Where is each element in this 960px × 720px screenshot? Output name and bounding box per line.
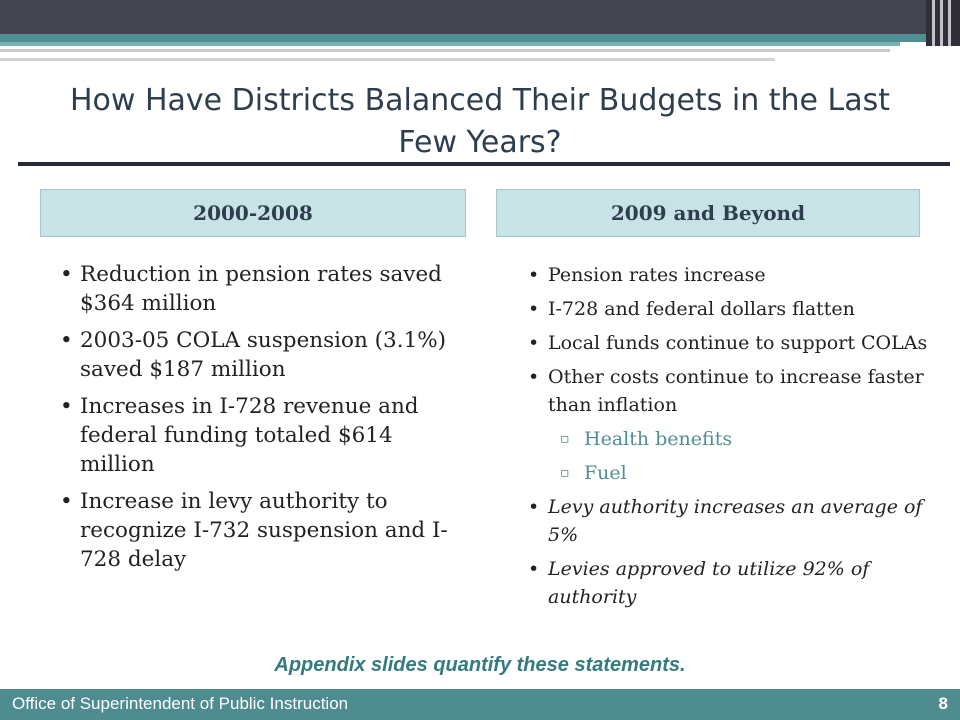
list-item: • Local funds continue to support COLAs	[528, 332, 928, 354]
appendix-note: Appendix slides quantify these statement…	[274, 654, 686, 676]
list-item: • I-728 and federal dollars flatten	[528, 298, 855, 320]
sub-list-item: ▫ Fuel	[560, 462, 627, 484]
left-bullet-list: • Reduction in pension rates saved $364 m…	[60, 260, 455, 582]
list-item: • Increase in levy authority to recognize…	[60, 489, 448, 572]
top-teal-thin-stripe	[0, 42, 900, 46]
top-gray-line	[0, 49, 890, 52]
list-item: • Increases in I-728 revenue and federal …	[60, 394, 419, 477]
top-decorative-bar	[0, 0, 960, 34]
corner-decoration	[926, 0, 960, 46]
list-item: • Pension rates increase	[528, 264, 766, 286]
list-item: • 2003-05 COLA suspension (3.1%) saved $1…	[60, 328, 447, 382]
sub-list-item: ▫ Health benefits	[560, 428, 733, 450]
right-bullet-list: • Pension rates increase • I-728 and feder…	[528, 261, 928, 617]
list-item: • Other costs continue to increase faster…	[528, 366, 924, 416]
right-column-heading: 2009 and Beyond	[496, 189, 920, 237]
footer-bar: Office of Superintendent of Public Instr…	[0, 689, 960, 720]
slide-title: How Have Districts Balanced Their Budget…	[69, 83, 891, 160]
list-item: • Reduction in pension rates saved $364 m…	[60, 262, 442, 316]
list-item: • Levies approved to utilize 92% of autho…	[528, 558, 870, 608]
page-number: 8	[938, 694, 948, 713]
top-teal-stripe	[0, 34, 960, 42]
top-gray-line-short	[0, 58, 775, 61]
title-underline	[18, 162, 950, 166]
left-column-heading: 2000-2008	[40, 189, 466, 237]
list-item: • Levy authority increases an average of …	[528, 496, 923, 546]
footer-organization: Office of Superintendent of Public Instr…	[12, 694, 349, 713]
